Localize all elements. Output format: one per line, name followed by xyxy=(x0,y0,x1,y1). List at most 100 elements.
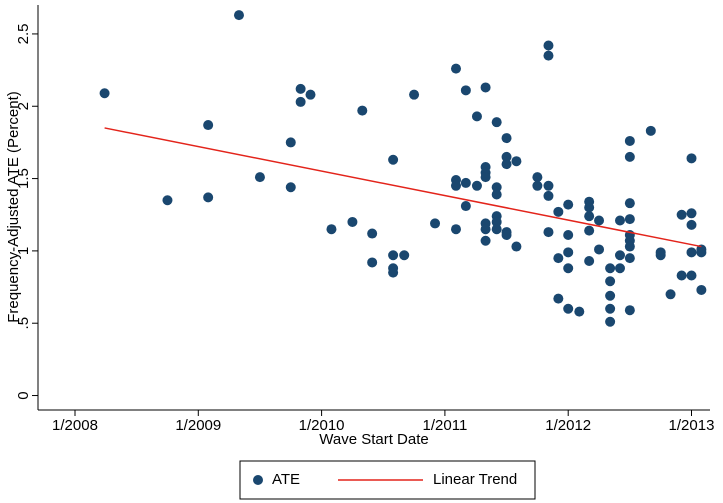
data-point xyxy=(460,85,471,96)
data-point xyxy=(460,201,471,212)
y-tick-label: 1.5 xyxy=(15,168,32,189)
x-tick-label: 1/2012 xyxy=(545,417,591,434)
data-point xyxy=(584,256,595,267)
x-tick-label: 1/2013 xyxy=(669,417,715,434)
data-point xyxy=(491,189,502,200)
data-point xyxy=(605,303,616,314)
data-point xyxy=(686,219,697,230)
data-point xyxy=(563,303,574,314)
x-tick-label: 1/2008 xyxy=(52,417,98,434)
data-point xyxy=(357,105,368,116)
data-point xyxy=(501,151,512,162)
data-point xyxy=(491,216,502,227)
y-tick-label: 1 xyxy=(15,247,32,255)
data-point xyxy=(480,172,491,183)
data-point xyxy=(624,214,635,225)
data-point xyxy=(645,125,656,136)
data-point xyxy=(563,263,574,274)
data-point xyxy=(162,195,173,206)
data-point xyxy=(203,120,214,131)
data-point xyxy=(388,267,399,278)
x-tick-label: 1/2011 xyxy=(423,417,468,434)
legend-label: ATE xyxy=(272,471,300,488)
data-point xyxy=(471,180,482,191)
data-point xyxy=(563,247,574,258)
data-point xyxy=(553,206,564,217)
y-tick-label: 0 xyxy=(15,391,32,399)
data-point xyxy=(430,218,441,229)
data-point xyxy=(605,276,616,287)
data-point xyxy=(676,209,687,220)
data-point xyxy=(450,224,461,235)
legend-key xyxy=(253,475,263,485)
data-point xyxy=(285,137,296,148)
data-point xyxy=(532,172,543,183)
data-point xyxy=(624,241,635,252)
data-point xyxy=(676,270,687,281)
data-point xyxy=(511,241,522,252)
data-point xyxy=(553,293,564,304)
data-point xyxy=(614,250,625,261)
data-point xyxy=(285,182,296,193)
data-point xyxy=(624,305,635,316)
data-point xyxy=(367,228,378,239)
data-point xyxy=(295,96,306,107)
data-point xyxy=(543,227,554,238)
y-tick-label: .5 xyxy=(15,317,32,330)
data-point xyxy=(614,263,625,274)
data-point xyxy=(665,289,676,300)
data-point xyxy=(624,253,635,264)
x-tick-label: 1/2009 xyxy=(175,417,221,434)
data-point xyxy=(480,235,491,246)
data-point xyxy=(584,225,595,236)
data-point xyxy=(594,215,605,226)
data-point xyxy=(532,180,543,191)
data-point xyxy=(471,111,482,122)
data-point xyxy=(686,270,697,281)
data-point xyxy=(99,88,110,99)
data-point xyxy=(655,250,666,261)
data-point xyxy=(295,83,306,94)
data-point xyxy=(501,133,512,144)
y-axis-title: Frequency-Adjusted ATE (Percent) xyxy=(5,91,22,323)
data-point xyxy=(543,180,554,191)
data-point xyxy=(605,263,616,274)
data-point xyxy=(686,247,697,258)
data-point xyxy=(203,192,214,203)
data-point xyxy=(254,172,265,183)
data-point xyxy=(480,224,491,235)
data-point xyxy=(605,290,616,301)
data-point xyxy=(584,211,595,222)
data-point xyxy=(399,250,410,261)
data-point xyxy=(480,82,491,93)
data-point xyxy=(584,202,595,213)
data-point xyxy=(501,229,512,240)
data-point xyxy=(367,257,378,268)
data-point xyxy=(686,153,697,164)
y-tick-label: 2 xyxy=(15,102,32,110)
trend-line xyxy=(104,127,702,248)
data-point xyxy=(491,117,502,128)
data-point xyxy=(501,159,512,170)
x-axis-title: Wave Start Date xyxy=(319,431,428,448)
data-point xyxy=(686,208,697,219)
data-point xyxy=(326,224,337,235)
data-point xyxy=(450,180,461,191)
data-point xyxy=(574,306,585,317)
data-point xyxy=(624,151,635,162)
y-tick-label: 2.5 xyxy=(15,23,32,44)
data-point xyxy=(624,135,635,146)
data-point xyxy=(543,190,554,201)
x-tick-label: 1/2010 xyxy=(299,417,345,434)
data-point xyxy=(491,224,502,235)
data-point xyxy=(347,216,358,227)
data-point xyxy=(563,199,574,210)
data-point xyxy=(696,284,707,295)
data-point xyxy=(605,316,616,327)
data-point xyxy=(696,247,707,258)
data-point xyxy=(511,156,522,167)
data-point xyxy=(388,154,399,165)
data-point xyxy=(543,50,554,61)
data-point xyxy=(614,215,625,226)
